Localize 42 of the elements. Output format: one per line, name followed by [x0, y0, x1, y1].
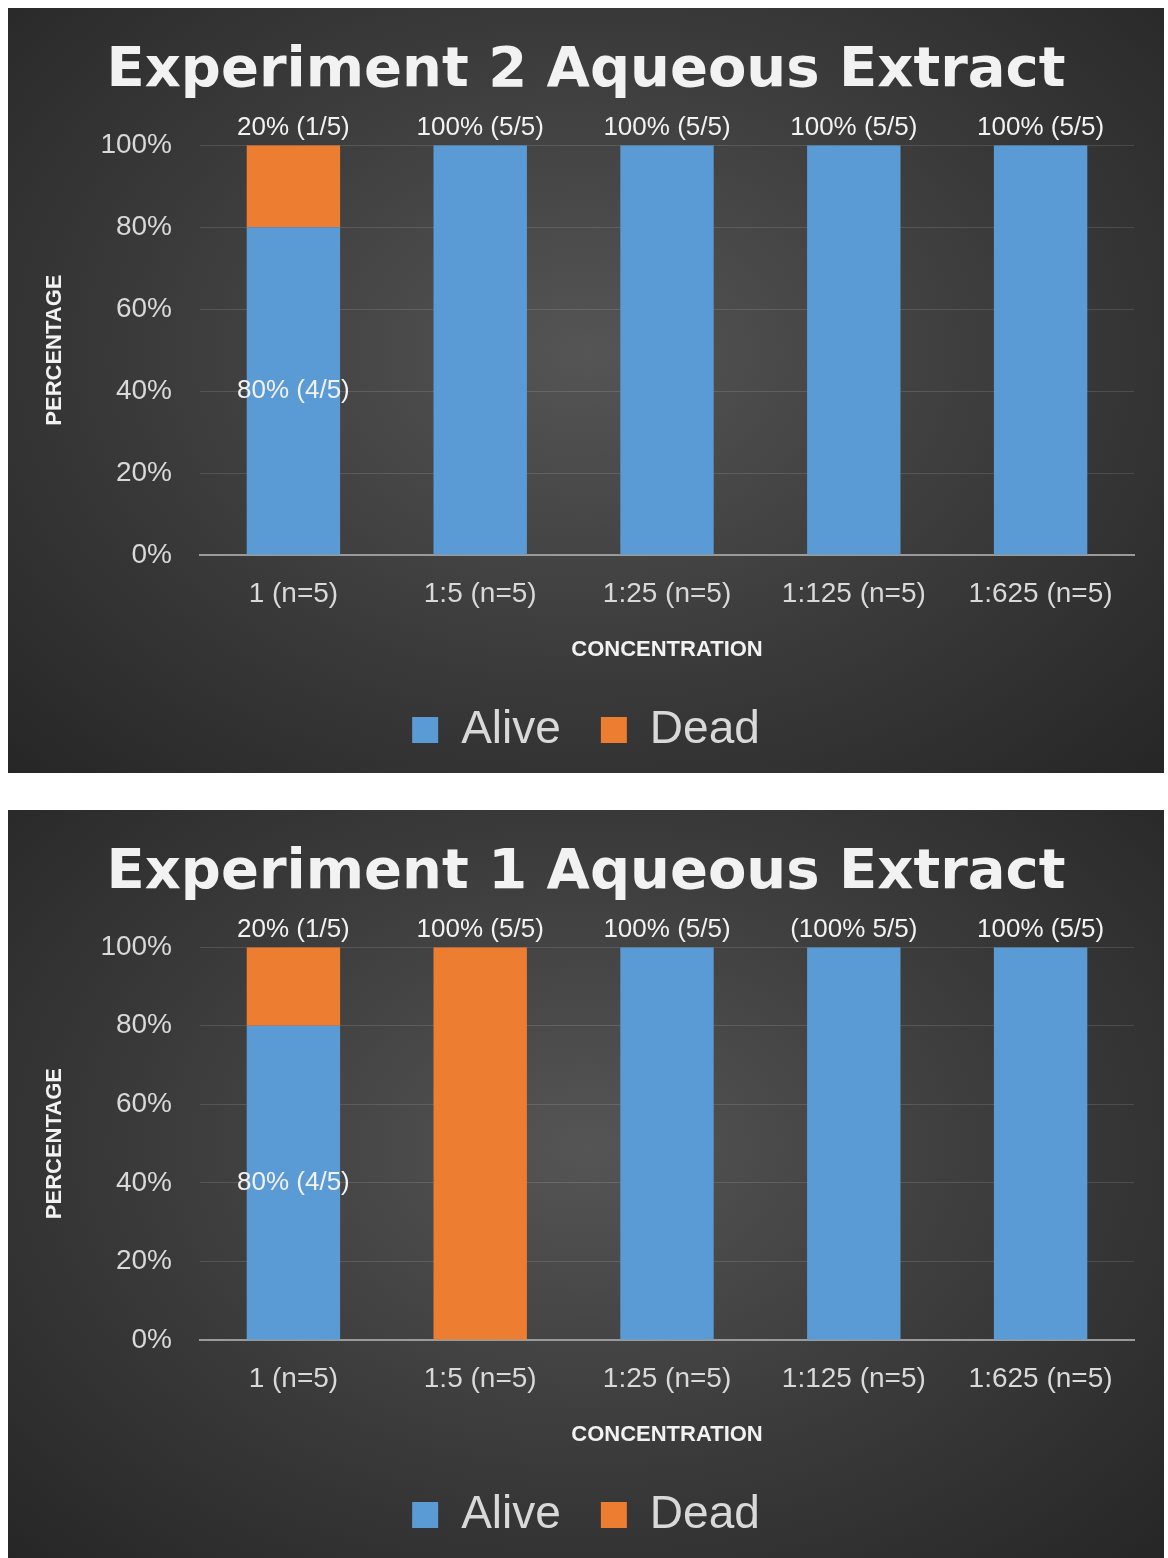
legend-label: Alive [461, 1485, 561, 1538]
y-axis-title: PERCENTAGE [41, 274, 67, 426]
y-tick-label: 60% [115, 1087, 173, 1119]
legend-label: Dead [649, 700, 760, 753]
data-label: 100% (5/5) [603, 111, 731, 142]
y-tick-label: 0% [131, 1322, 173, 1354]
y-tick-label: 100% [100, 929, 173, 961]
data-label: 100% (5/5) [416, 111, 544, 142]
chart-title: Experiment 2 Aqueous Extract [106, 34, 1066, 100]
y-tick-label: 0% [131, 537, 173, 569]
legend-label: Alive [461, 700, 561, 753]
y-tick-label: 100% [100, 127, 173, 159]
y-tick-label: 20% [115, 455, 173, 487]
x-axis-title: CONCENTRATION [571, 1420, 763, 1446]
y-tick-label: 40% [115, 1165, 173, 1197]
x-tick-label: 1:625 (n=5) [968, 1361, 1113, 1393]
x-tick-label: 1:25 (n=5) [602, 1361, 732, 1393]
x-tick-label: 1:125 (n=5) [781, 1361, 926, 1393]
data-label: 100% (5/5) [603, 913, 731, 944]
data-label: 20% (1/5) [237, 913, 350, 944]
y-tick-label: 80% [115, 209, 173, 241]
data-label: 100% (5/5) [977, 111, 1105, 142]
y-tick-label: 80% [115, 1008, 173, 1040]
y-axis-title: PERCENTAGE [41, 1068, 67, 1220]
x-tick-label: 1:5 (n=5) [423, 576, 537, 608]
y-tick-label: 60% [115, 291, 173, 323]
x-tick-label: 1 (n=5) [248, 1361, 339, 1393]
x-tick-label: 1:5 (n=5) [423, 1361, 537, 1393]
x-axis-title: CONCENTRATION [571, 635, 763, 661]
x-tick-label: 1:25 (n=5) [602, 576, 732, 608]
data-label: 100% (5/5) [977, 913, 1105, 944]
chart-title: Experiment 1 Aqueous Extract [106, 836, 1066, 902]
data-label: (100% 5/5) [790, 913, 918, 944]
data-label: 100% (5/5) [416, 913, 544, 944]
x-tick-label: 1 (n=5) [248, 576, 339, 608]
x-tick-label: 1:125 (n=5) [781, 576, 926, 608]
y-tick-label: 40% [115, 373, 173, 405]
data-label: 20% (1/5) [237, 111, 350, 142]
x-tick-label: 1:625 (n=5) [968, 576, 1113, 608]
data-label: 100% (5/5) [790, 111, 918, 142]
legend-label: Dead [649, 1485, 760, 1538]
y-tick-label: 20% [115, 1244, 173, 1276]
